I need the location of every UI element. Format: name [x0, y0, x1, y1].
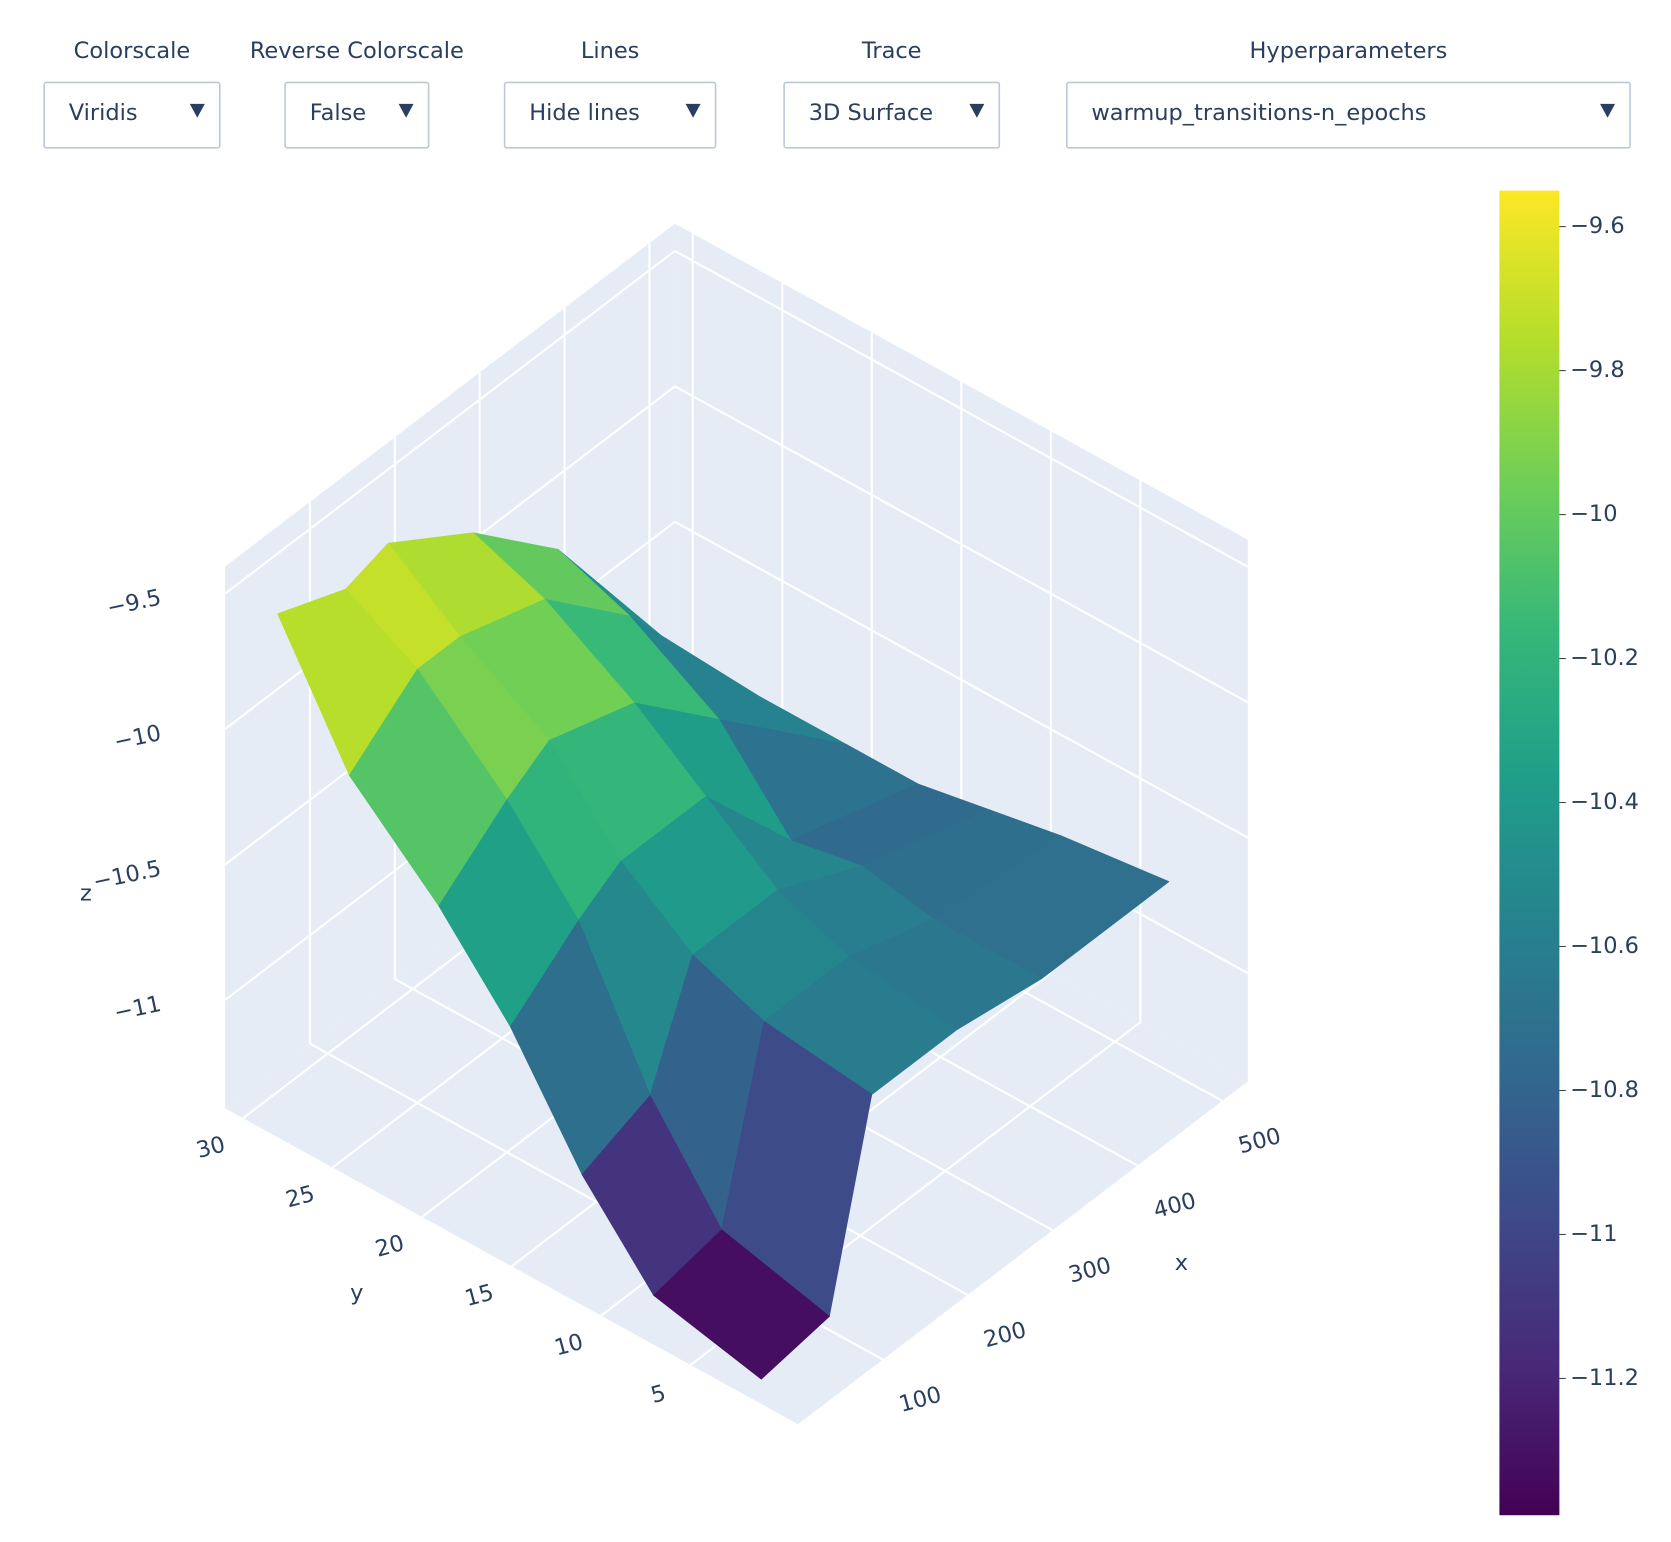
y-tick-label: 30	[194, 1131, 228, 1164]
z-grid-line	[674, 520, 1249, 839]
colorbar-tick-label: −11	[1570, 1221, 1617, 1247]
dropdown-label: Trace	[861, 38, 922, 64]
dropdown[interactable]: False	[284, 81, 430, 149]
z-grid-line	[674, 385, 1249, 704]
x-tick-label: 200	[981, 1317, 1029, 1353]
colorbar-tick-label: −10.6	[1570, 933, 1639, 959]
x-tick-label: 100	[896, 1382, 944, 1418]
z-tick-label: −11	[112, 991, 164, 1026]
x-tick-label: 400	[1151, 1188, 1199, 1224]
y-axis-title: y	[350, 1280, 363, 1306]
dropdown-label: Hyperparameters	[1250, 38, 1448, 64]
y-tick-label: 25	[283, 1181, 317, 1214]
dropdown-box[interactable]	[1065, 81, 1631, 149]
y-tick-label: 20	[373, 1230, 407, 1263]
colorbar-tick-label: −9.8	[1570, 357, 1625, 383]
colorbar-tick-label: −11.2	[1570, 1365, 1639, 1391]
colorbar-tick-label: −10.4	[1570, 789, 1639, 815]
dropdown[interactable]: 3D Surface	[783, 81, 1001, 149]
y-tick-label: 15	[462, 1280, 496, 1313]
y-tick-label: 10	[552, 1329, 586, 1362]
z-grid-line	[674, 249, 1249, 568]
dropdown-arrow[interactable]	[398, 103, 414, 118]
dropdown-arrow[interactable]	[189, 103, 205, 118]
dropdown-arrow[interactable]	[969, 103, 985, 118]
dropdown-box[interactable]	[284, 81, 430, 149]
dropdown-label: Reverse Colorscale	[250, 38, 464, 64]
colorbar-tick-label: −10.8	[1570, 1077, 1639, 1103]
dropdown[interactable]: Hide lines	[503, 81, 717, 149]
colorbar-tick-label: −10.2	[1570, 645, 1639, 671]
dropdown-label: Colorscale	[74, 38, 191, 64]
x-axis-title: x	[1175, 1250, 1188, 1276]
dropdown-value[interactable]: 3D Surface	[809, 100, 933, 126]
z-tick-label: −10	[112, 720, 164, 755]
z-tick-label: −9.5	[105, 585, 164, 622]
dropdown-box[interactable]	[783, 81, 1001, 149]
colorbar-tick-label: −10	[1570, 501, 1617, 527]
z-axis-title: z	[80, 881, 92, 907]
colorbar	[1499, 190, 1560, 1516]
z-tick-label: −10.5	[91, 856, 164, 896]
dropdown-label: Lines	[581, 38, 640, 64]
dropdown-box[interactable]	[43, 81, 221, 149]
dropdown-value[interactable]: False	[310, 100, 366, 126]
dropdown[interactable]: warmup_transitions-n_epochs	[1065, 81, 1631, 149]
x-tick-label: 300	[1066, 1252, 1114, 1288]
surface-cell	[653, 1229, 830, 1380]
colorbar-tick-label: −9.6	[1570, 213, 1625, 239]
y-tick-label: 5	[648, 1380, 669, 1409]
dropdown-value[interactable]: warmup_transitions-n_epochs	[1091, 100, 1426, 126]
dropdown-value[interactable]: Hide lines	[529, 100, 640, 126]
dropdown-box[interactable]	[503, 81, 717, 149]
z-grid-line	[224, 250, 676, 595]
dropdown-arrow[interactable]	[685, 103, 701, 118]
dropdown-arrow[interactable]	[1600, 103, 1616, 118]
dropdown[interactable]: Viridis	[43, 81, 221, 149]
x-tick-label: 500	[1236, 1123, 1284, 1159]
dropdown-value[interactable]: Viridis	[69, 100, 138, 126]
